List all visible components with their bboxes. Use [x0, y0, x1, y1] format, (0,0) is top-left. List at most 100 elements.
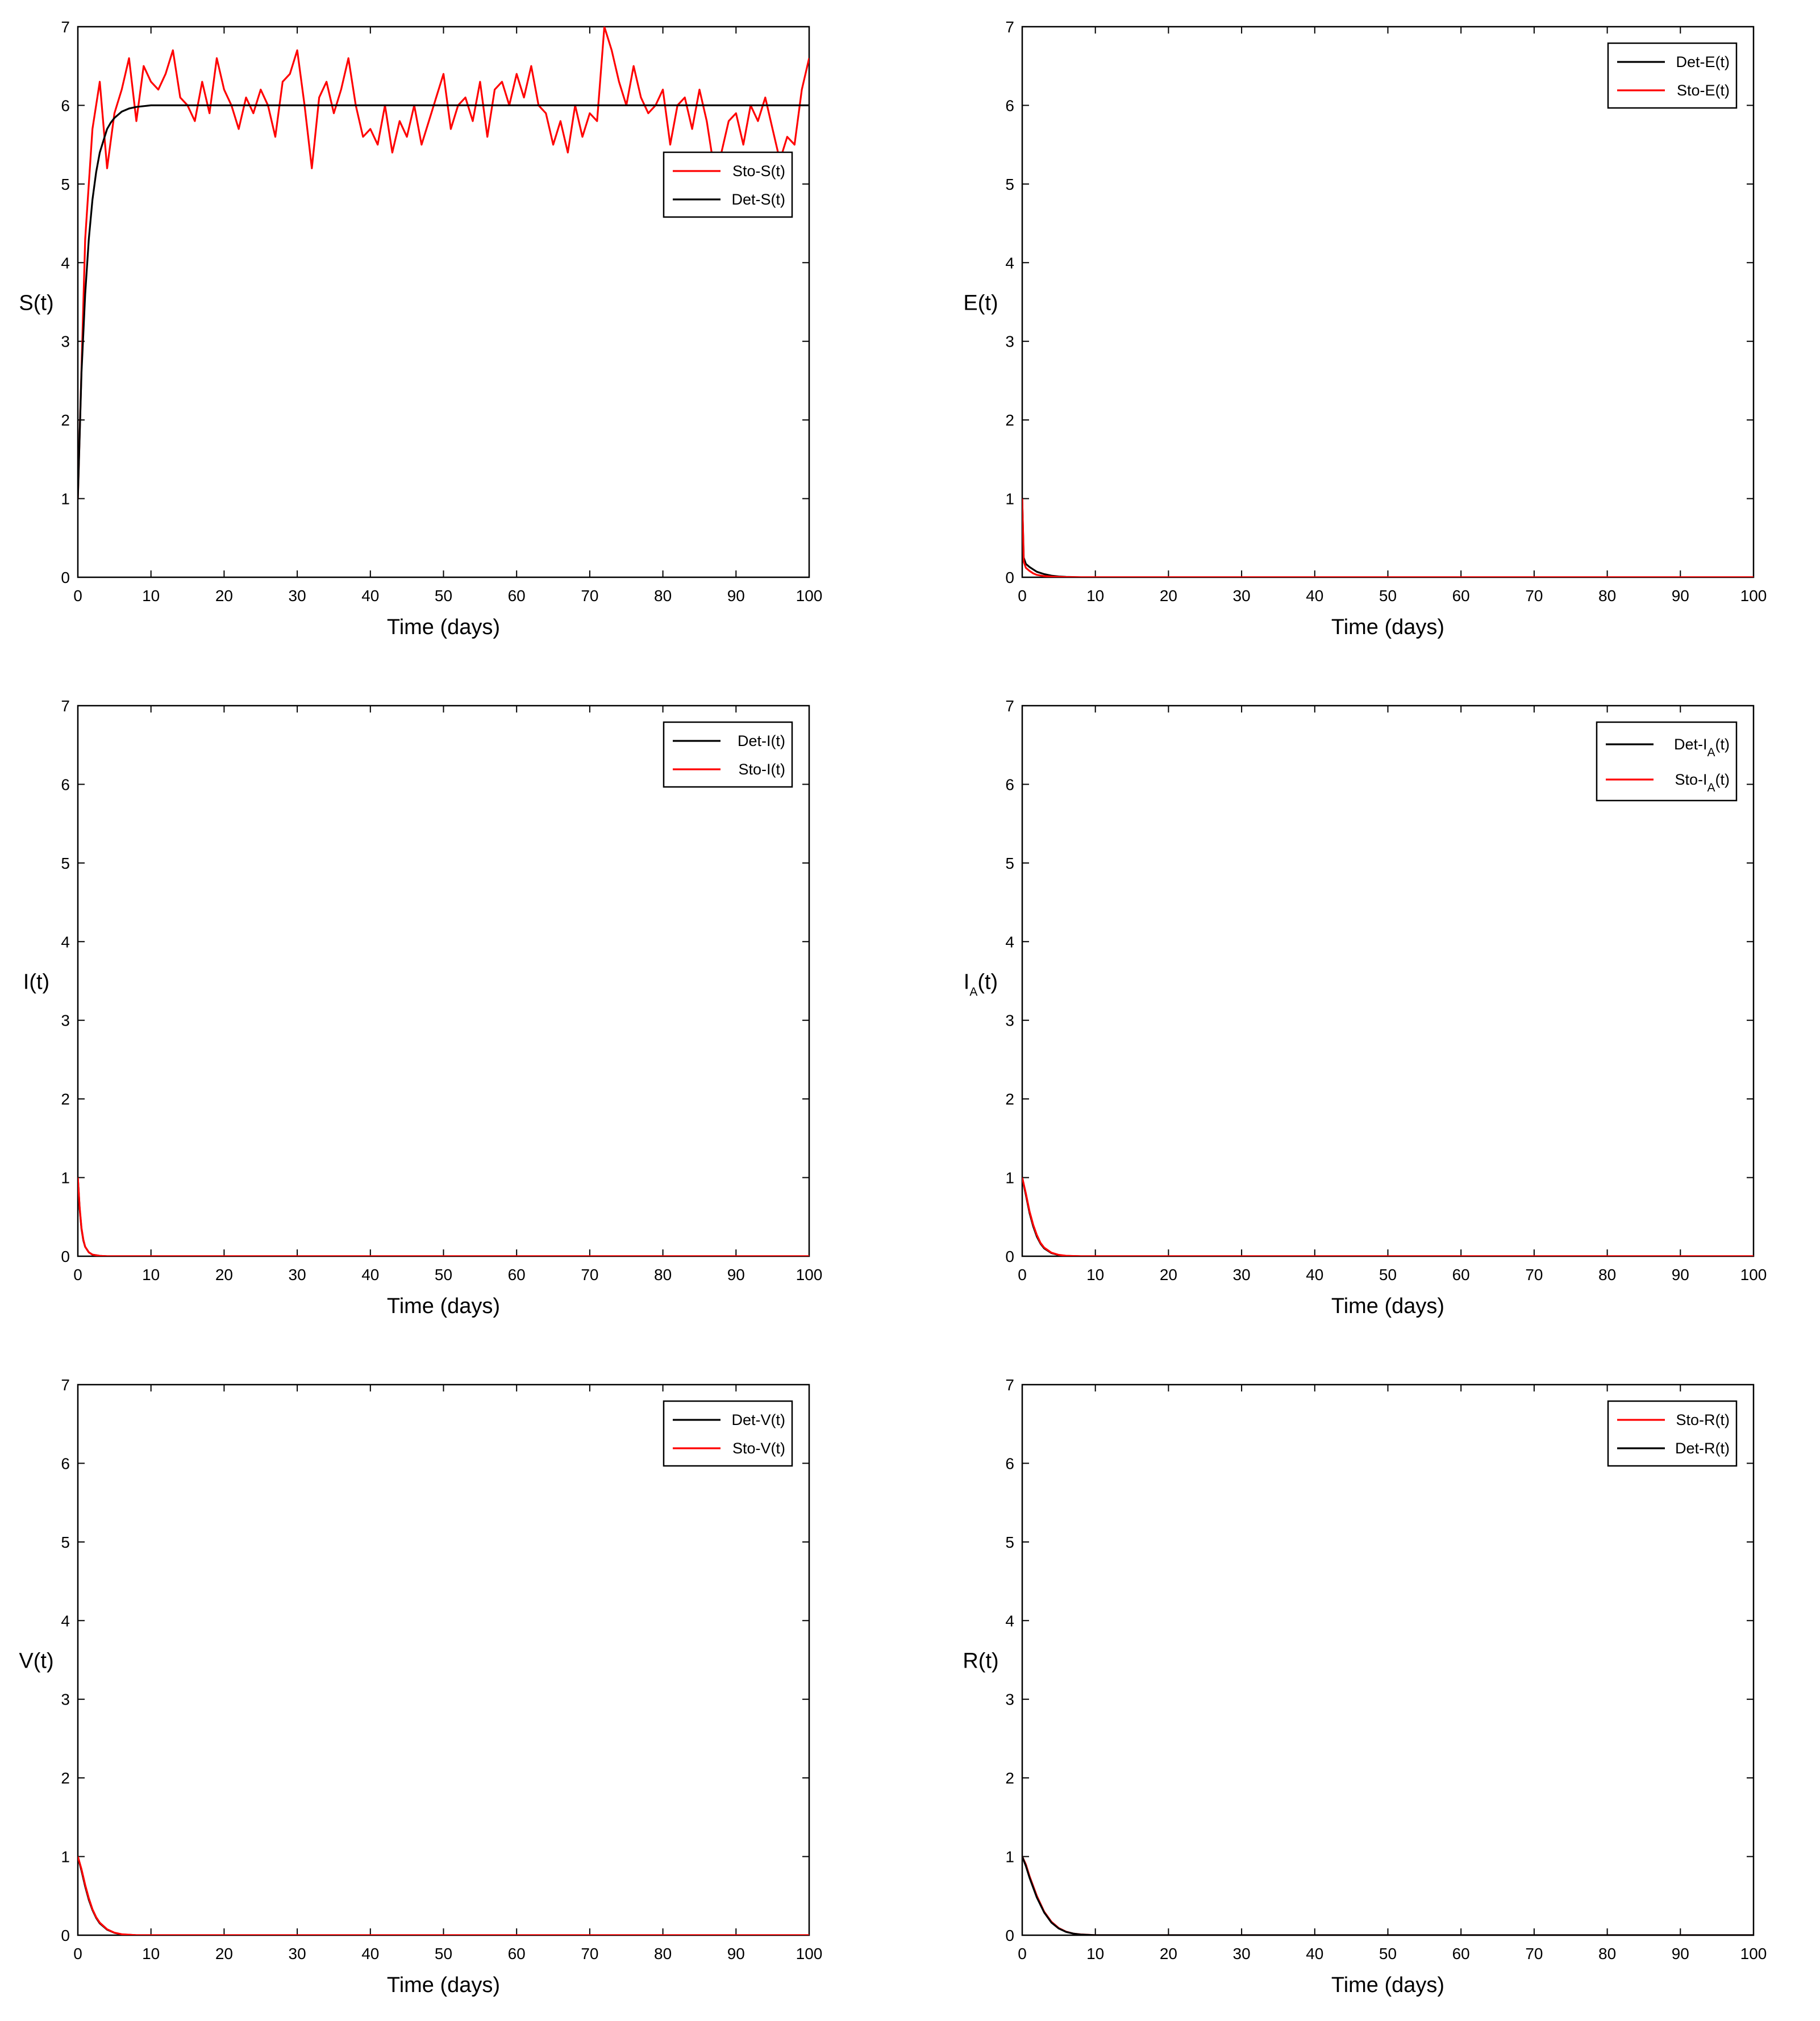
legend-entry-main: Det-E	[1676, 53, 1715, 70]
y-tick-label: 7	[61, 697, 70, 715]
x-tick-label: 70	[581, 587, 598, 605]
y-tick-label: 1	[61, 490, 70, 508]
legend-entry: Sto-I(t)	[738, 761, 785, 778]
series-line-det-s	[78, 104, 809, 499]
x-tick-label: 0	[73, 1945, 82, 1962]
x-tick-label: 50	[1379, 1945, 1397, 1962]
y-tick-label: 5	[61, 1534, 70, 1551]
x-tick-label: 20	[1160, 1945, 1177, 1962]
y-tick-label: 5	[61, 855, 70, 872]
x-tick-label: 0	[1018, 1945, 1027, 1962]
x-tick-label: 70	[1525, 587, 1543, 605]
y-tick-label: 7	[1005, 697, 1014, 715]
legend-entry-suffix: (t)	[771, 1411, 785, 1428]
y-tick-label: 5	[61, 176, 70, 193]
y-tick-label: 1	[61, 1169, 70, 1187]
x-tick-label: 80	[1598, 587, 1616, 605]
x-axis-label: Time (days)	[1331, 1973, 1444, 1997]
x-tick-label: 100	[1740, 587, 1767, 605]
legend-entry-main: Det-S	[731, 191, 771, 208]
y-tick-label: 4	[1005, 254, 1014, 272]
x-tick-label: 60	[508, 1266, 526, 1284]
y-axis-label: I(t)	[23, 970, 49, 994]
plot-area	[77, 1384, 810, 1936]
y-tick-label: 0	[1005, 1248, 1014, 1265]
subplot-2: 0 10 20 30 40 50 60 70 80 90 100 0 1 2 3 4 5 6 7 Time (days…	[963, 18, 1767, 639]
y-tick-label: 4	[61, 933, 70, 951]
y-tick-label: 5	[1005, 855, 1014, 872]
y-tick-label: 3	[1005, 1012, 1014, 1030]
x-axis-label: Time (days)	[387, 1294, 500, 1318]
legend-entry-main: Sto-E	[1677, 82, 1715, 99]
legend: Sto-R(t)Det-R(t)	[1607, 1400, 1738, 1467]
x-tick-label: 70	[1525, 1945, 1543, 1962]
y-tick-label: 6	[1005, 97, 1014, 114]
x-axis-label: Time (days)	[387, 1973, 500, 1997]
x-tick-label: 60	[1452, 587, 1470, 605]
x-tick-label: 0	[1018, 587, 1027, 605]
x-tick-label: 30	[289, 1266, 306, 1284]
y-axis-label: R(t)	[963, 1649, 998, 1673]
legend-entry-subscript: A	[1707, 781, 1715, 794]
legend-box	[1607, 42, 1738, 109]
y-tick-label: 2	[61, 1090, 70, 1108]
x-tick-label: 90	[727, 1266, 745, 1284]
y-tick-label: 0	[61, 1927, 70, 1944]
legend-entry-main: Sto-V	[732, 1440, 771, 1457]
x-tick-label: 90	[727, 587, 745, 605]
y-tick-label: 6	[1005, 1455, 1014, 1472]
legend-entry-main: Sto-R	[1676, 1411, 1715, 1428]
y-tick-label: 6	[61, 1455, 70, 1472]
legend-entry: Det-E(t)	[1676, 53, 1730, 70]
legend-entry: Det-S(t)	[731, 191, 785, 208]
legend-entry: Det-V(t)	[731, 1411, 785, 1428]
x-tick-label: 90	[727, 1945, 745, 1962]
x-tick-label: 100	[1740, 1945, 1767, 1962]
series-line-det-e	[1022, 498, 1754, 577]
legend-entry-suffix: (t)	[1715, 736, 1730, 753]
x-tick-label: 100	[796, 1945, 823, 1962]
legend: Det-E(t) Sto-E(t)	[1607, 42, 1738, 109]
x-tick-label: 50	[435, 1266, 452, 1284]
legend-box	[663, 1400, 793, 1467]
series-line-sto-v	[78, 1856, 809, 1935]
subplot-6: 0 10 20 30 40 50 60 70 80 90 100 0 1 2 3 4 5 6 7 Time (days…	[963, 1376, 1767, 1997]
legend-entry: Sto-E(t)	[1677, 82, 1730, 99]
legend-entry-suffix: (t)	[771, 732, 785, 749]
legend-entry: Sto-V(t)	[732, 1440, 785, 1457]
y-tick-label: 0	[61, 569, 70, 586]
y-axis-label-suffix: (t)	[977, 970, 998, 994]
series-line-det-r	[1022, 1856, 1754, 1935]
x-tick-label: 10	[1086, 1945, 1104, 1962]
y-tick-label: 4	[1005, 1612, 1014, 1630]
subplot-3: 0 10 20 30 40 50 60 70 80 90 100 0 1 2 3 4 5 6 7 Time (days…	[23, 697, 823, 1318]
y-tick-label: 7	[1005, 18, 1014, 36]
x-tick-label: 100	[796, 1266, 823, 1284]
legend-entry: Det-I(t)	[738, 732, 785, 749]
legend-entry-main: Sto-I	[738, 761, 771, 778]
legend-entry-main: Sto-S	[732, 162, 771, 180]
x-tick-label: 10	[142, 1266, 160, 1284]
x-tick-label: 80	[654, 1945, 672, 1962]
y-tick-label: 1	[61, 1848, 70, 1866]
x-tick-label: 80	[1598, 1945, 1616, 1962]
x-tick-label: 60	[1452, 1266, 1470, 1284]
y-tick-label: 5	[1005, 176, 1014, 193]
y-tick-label: 2	[61, 411, 70, 429]
legend-entry-suffix: (t)	[1715, 1411, 1730, 1428]
series-line-sto-i	[78, 1177, 809, 1256]
series-line-sto-e	[1022, 498, 1754, 577]
x-tick-label: 60	[1452, 1945, 1470, 1962]
x-tick-label: 80	[654, 587, 672, 605]
y-tick-label: 2	[1005, 411, 1014, 429]
y-tick-label: 3	[61, 1691, 70, 1709]
legend-box	[663, 721, 793, 788]
x-tick-label: 30	[289, 1945, 306, 1962]
x-axis-label: Time (days)	[1331, 615, 1444, 639]
x-axis-label: Time (days)	[1331, 1294, 1444, 1318]
x-tick-label: 70	[581, 1945, 598, 1962]
y-tick-label: 2	[1005, 1090, 1014, 1108]
legend-entry: Det-IA(t)	[1674, 736, 1730, 759]
y-axis-label: E(t)	[963, 291, 998, 315]
